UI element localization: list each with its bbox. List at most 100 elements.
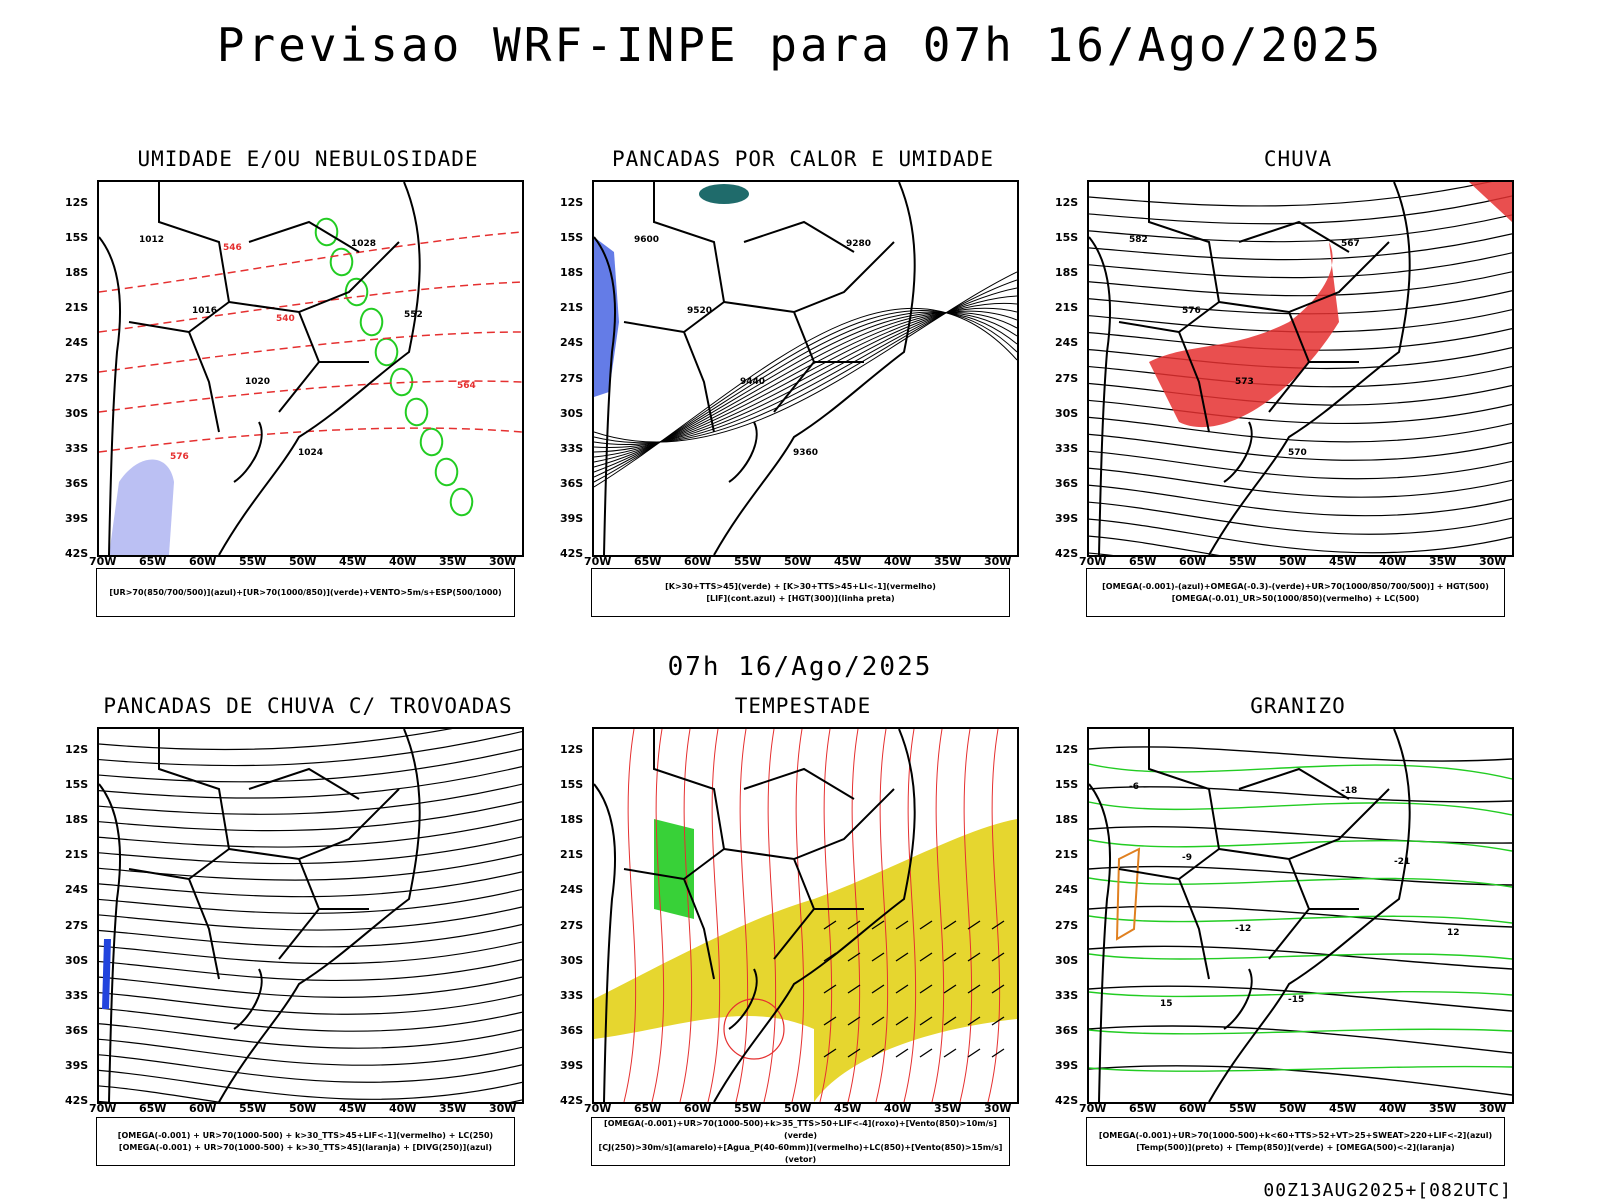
contour-label: -9 — [1182, 853, 1192, 863]
streamline — [99, 730, 522, 767]
temp500-contour — [1089, 985, 1512, 1012]
contour-label: 9280 — [846, 239, 871, 249]
main-title: Previsao WRF-INPE para 07h 16/Ago/2025 — [216, 18, 1384, 72]
wind-vector — [991, 952, 1005, 962]
lat-tick-label: 30S — [1055, 953, 1079, 967]
coastline — [99, 182, 421, 555]
run-info-label: 00Z13AUG2025+[082UTC] — [1263, 1180, 1512, 1201]
contour-label: 15 — [1160, 999, 1173, 1009]
rain-fill — [1469, 182, 1512, 222]
contour-label: -12 — [1235, 924, 1251, 934]
precip-water-contour — [651, 729, 665, 1102]
lat-tick-label: 30S — [1055, 406, 1079, 420]
legend-line: [OMEGA(-0.001)-(azul)+OMEGA(-0.3)-(verde… — [1102, 581, 1489, 591]
precip-water-contour — [735, 729, 749, 1102]
precip-water-contour — [903, 729, 917, 1102]
streamline — [1089, 399, 1512, 425]
height-contour — [594, 307, 1017, 488]
wind-vector — [847, 952, 861, 962]
lon-tick-label: 55W — [734, 1102, 762, 1115]
lat-tick-label: 39S — [1055, 511, 1079, 525]
lat-tick-label: 30S — [65, 953, 89, 967]
lon-tick-label: 65W — [139, 1102, 167, 1115]
wind-vector — [943, 920, 957, 930]
contour-label: 540 — [276, 314, 295, 324]
lon-tick-label: 40W — [1379, 555, 1407, 568]
humidity-fill — [109, 459, 174, 555]
lat-tick-label: 27S — [65, 918, 89, 932]
height-contour — [594, 279, 1017, 444]
streamline — [1089, 450, 1512, 480]
contour-label: 9600 — [634, 235, 659, 245]
humidity-contour — [329, 247, 354, 277]
panel-title: PANCADAS POR CALOR E UMIDADE — [611, 147, 994, 171]
temp500-contour — [1089, 746, 1512, 762]
streamline — [1089, 501, 1512, 535]
lat-tick-label: 27S — [1055, 371, 1079, 385]
precip-water-contour — [847, 729, 861, 1102]
lat-tick-label: 15S — [1055, 231, 1079, 245]
map-panel: -6 -9 -12 -15 -18 -21 12 15 — [1087, 727, 1514, 1104]
legend-box: [OMEGA(-0.001)-(azul)+OMEGA(-0.3)-(verde… — [1086, 568, 1505, 617]
state-borders — [623, 182, 895, 483]
lat-tick-label: 33S — [1055, 441, 1079, 455]
contour-label: 552 — [404, 310, 423, 320]
state-borders — [128, 182, 400, 483]
lon-tick-label: 70W — [89, 555, 117, 568]
state-borders — [1118, 729, 1390, 1030]
temp500-contour — [1089, 1025, 1512, 1054]
legend-box: [OMEGA(-0.001)+UR>70(1000-500)+k>35_TTS>… — [591, 1117, 1010, 1166]
wind-vector — [895, 920, 909, 930]
lon-tick-label: 60W — [684, 555, 712, 568]
wind-vector — [991, 984, 1005, 994]
wind-vector — [943, 984, 957, 994]
streamline — [1089, 252, 1512, 279]
lon-tick-label: 70W — [1079, 1102, 1107, 1115]
state-borders — [623, 729, 895, 1030]
humidity-contour — [404, 397, 429, 427]
lat-tick-label: 21S — [65, 848, 89, 862]
wind-vector — [823, 920, 837, 930]
lon-tick-label: 35W — [439, 1102, 467, 1115]
legend-line: [OMEGA(-0.001)+UR>70(1000-500)+k>35_TTS>… — [604, 1118, 997, 1140]
streamline — [1089, 518, 1512, 554]
lat-tick-label: 24S — [65, 336, 89, 350]
lat-tick-label: 15S — [65, 231, 89, 245]
streamline — [1089, 535, 1220, 555]
temp850-contour — [1089, 1065, 1512, 1072]
contour-label: 1016 — [192, 306, 217, 316]
precip-water-contour — [623, 729, 637, 1102]
streamline — [1089, 467, 1512, 498]
legend-line: [OMEGA(-0.001)+UR>70(1000-500)+k<60+TTS>… — [1098, 1130, 1493, 1140]
legend-box: [K>30+TTS>45](verde) + [K>30+TTS>45+LI<-… — [591, 568, 1010, 617]
wind-vector — [919, 984, 933, 994]
lon-tick-label: 65W — [1129, 555, 1157, 568]
streamline — [99, 958, 522, 982]
wind-vector — [895, 1016, 909, 1026]
streamline — [1089, 290, 1512, 315]
streamline — [99, 1007, 522, 1032]
thickness-contour — [99, 281, 522, 333]
streamline — [1089, 416, 1512, 443]
temp850-contour — [1089, 953, 1512, 960]
wind-vector — [895, 952, 909, 962]
temp500-contour — [1089, 945, 1512, 970]
streamline — [99, 992, 522, 1015]
lat-tick-label: 21S — [1055, 301, 1079, 315]
lon-tick-label: 40W — [884, 555, 912, 568]
lon-tick-label: 35W — [439, 555, 467, 568]
lat-tick-label: 39S — [560, 511, 584, 525]
lat-tick-label: 24S — [560, 883, 584, 897]
lon-tick-label: 65W — [139, 555, 167, 568]
lat-tick-label: 18S — [65, 266, 89, 280]
precip-water-contour — [819, 729, 833, 1102]
contour-label: 582 — [1129, 235, 1148, 245]
contour-label: 567 — [1341, 239, 1360, 249]
panel-title: PANCADAS DE CHUVA C/ TROVOADAS — [103, 694, 513, 718]
lon-tick-label: 50W — [1279, 1102, 1307, 1115]
lat-tick-label: 24S — [65, 883, 89, 897]
lon-tick-label: 30W — [984, 555, 1012, 568]
height-contour — [594, 307, 1017, 458]
lat-tick-label: 21S — [560, 848, 584, 862]
humidity-contour — [344, 277, 369, 307]
